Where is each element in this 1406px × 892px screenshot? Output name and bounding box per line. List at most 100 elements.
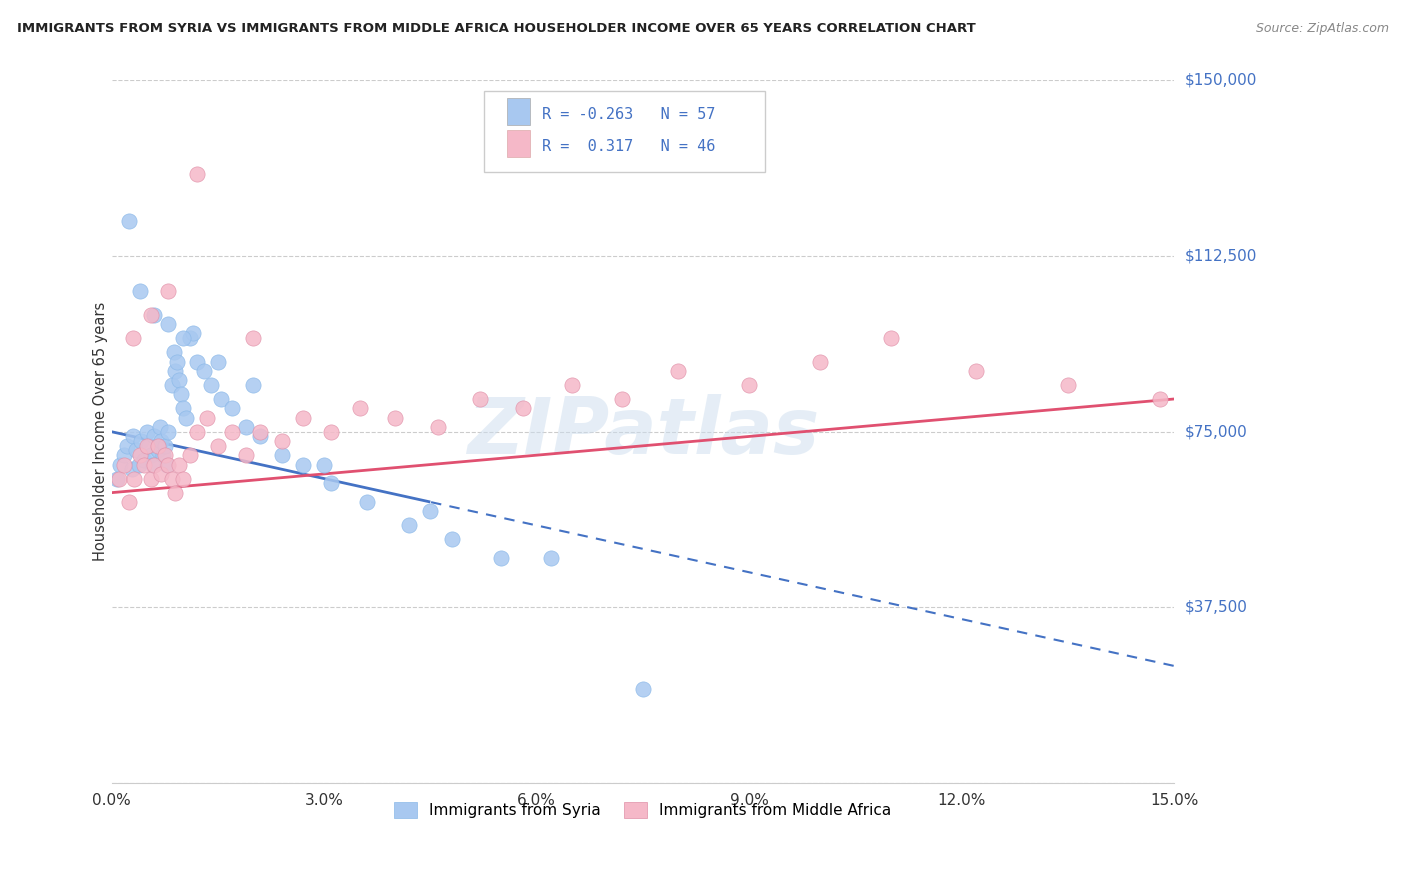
Point <box>166 354 188 368</box>
Point <box>132 458 155 472</box>
Point <box>221 401 243 416</box>
Point <box>157 285 180 299</box>
Point <box>1057 378 1080 392</box>
Point <box>139 448 162 462</box>
Point <box>426 420 449 434</box>
Point <box>153 439 176 453</box>
Point <box>153 448 176 462</box>
Point <box>491 551 513 566</box>
Point <box>163 345 186 359</box>
Point <box>610 392 633 406</box>
Point <box>291 458 314 472</box>
Bar <box>508 130 530 157</box>
Point <box>965 364 987 378</box>
Y-axis label: Householder Income Over 65 years: Householder Income Over 65 years <box>93 302 108 561</box>
Point <box>146 439 169 453</box>
Point <box>167 458 190 472</box>
Point <box>200 378 222 392</box>
Point <box>114 458 136 472</box>
Point <box>242 331 264 345</box>
Text: $37,500: $37,500 <box>1185 600 1247 615</box>
Point <box>440 533 463 547</box>
Point <box>349 401 371 416</box>
FancyBboxPatch shape <box>484 91 765 172</box>
Point <box>165 364 187 378</box>
Point <box>186 425 208 439</box>
Point <box>270 434 292 449</box>
Point <box>193 364 215 378</box>
Point <box>132 453 155 467</box>
Point <box>157 458 180 472</box>
Point <box>139 308 162 322</box>
Point <box>321 425 343 439</box>
Point <box>512 401 534 416</box>
Point <box>221 425 243 439</box>
Point <box>356 495 378 509</box>
Point <box>149 420 172 434</box>
Point <box>143 308 166 322</box>
Text: R = -0.263   N = 57: R = -0.263 N = 57 <box>541 106 716 121</box>
Point <box>207 354 229 368</box>
Point <box>152 448 174 462</box>
Point <box>122 331 145 345</box>
Point <box>174 410 197 425</box>
Point <box>128 458 150 472</box>
Point <box>157 317 180 331</box>
Point <box>143 458 166 472</box>
Point <box>540 551 562 566</box>
Point <box>242 378 264 392</box>
Point <box>157 425 180 439</box>
Point <box>186 167 208 181</box>
Point <box>143 429 166 443</box>
Point <box>118 495 141 509</box>
Point <box>321 476 343 491</box>
Point <box>107 472 129 486</box>
Point <box>125 443 148 458</box>
Point <box>165 485 187 500</box>
Point <box>314 458 336 472</box>
Text: $150,000: $150,000 <box>1185 73 1257 88</box>
Point <box>142 458 165 472</box>
Point <box>398 518 420 533</box>
Point <box>291 410 314 425</box>
Point <box>160 472 183 486</box>
Point <box>211 392 233 406</box>
Point <box>136 425 159 439</box>
Point <box>384 410 406 425</box>
Point <box>136 439 159 453</box>
Bar <box>508 98 530 125</box>
Text: R =  0.317   N = 46: R = 0.317 N = 46 <box>541 138 716 153</box>
Point <box>181 326 204 341</box>
Legend: Immigrants from Syria, Immigrants from Middle Africa: Immigrants from Syria, Immigrants from M… <box>388 797 897 824</box>
Point <box>808 354 831 368</box>
Point <box>114 448 136 462</box>
Point <box>172 401 194 416</box>
Point <box>270 448 292 462</box>
Point <box>146 443 169 458</box>
Point <box>249 425 271 439</box>
Point <box>1149 392 1171 406</box>
Point <box>167 373 190 387</box>
Point <box>105 472 128 486</box>
Point <box>129 285 152 299</box>
Point <box>156 458 179 472</box>
Point <box>138 439 160 453</box>
Point <box>172 472 194 486</box>
Point <box>121 462 143 476</box>
Point <box>117 439 139 453</box>
Text: $75,000: $75,000 <box>1185 425 1247 439</box>
Point <box>468 392 491 406</box>
Point <box>249 429 271 443</box>
Text: ZIPatlas: ZIPatlas <box>467 393 820 470</box>
Point <box>179 331 201 345</box>
Point <box>207 439 229 453</box>
Text: Source: ZipAtlas.com: Source: ZipAtlas.com <box>1256 22 1389 36</box>
Point <box>124 472 146 486</box>
Text: $112,500: $112,500 <box>1185 249 1257 264</box>
Point <box>179 448 201 462</box>
Point <box>235 420 257 434</box>
Point <box>561 378 583 392</box>
Point <box>150 467 173 481</box>
Point <box>129 448 152 462</box>
Point <box>419 504 441 518</box>
